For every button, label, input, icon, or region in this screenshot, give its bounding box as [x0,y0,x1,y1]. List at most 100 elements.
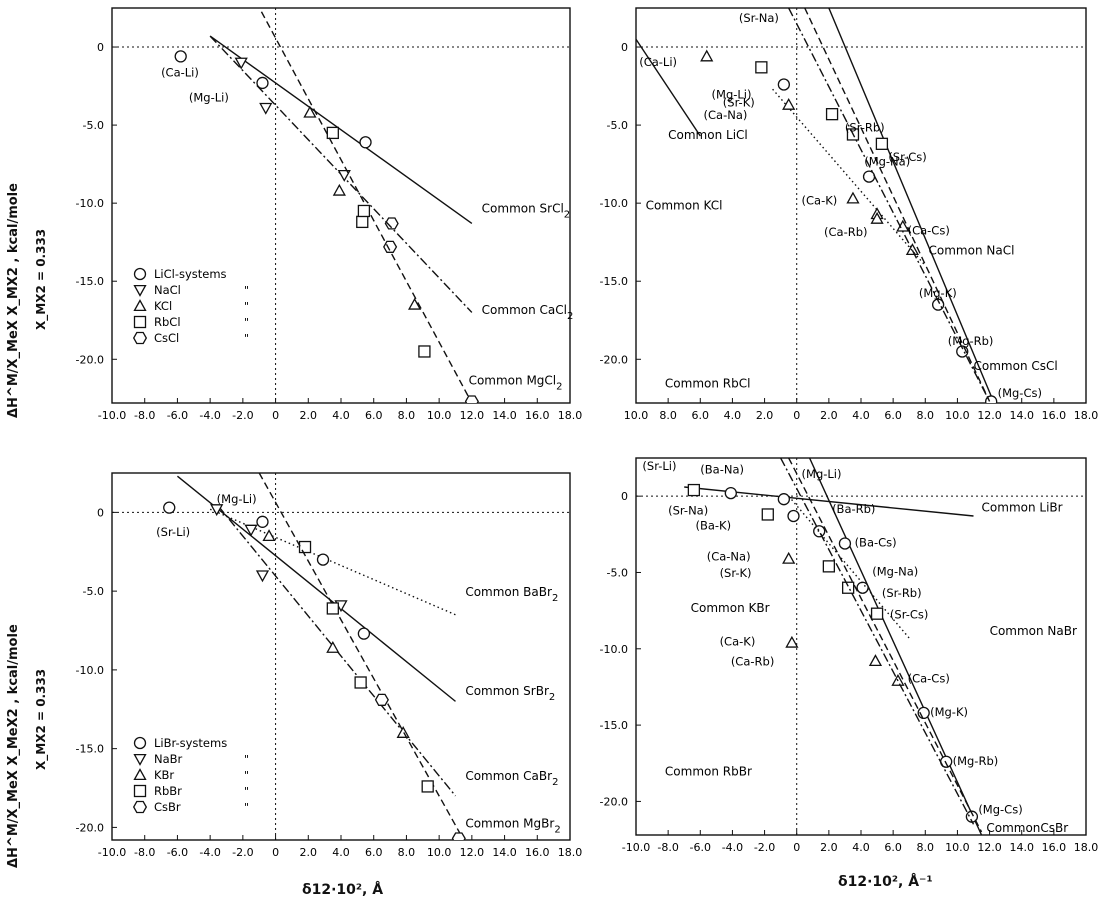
x-tick-label: 4.0 [332,846,350,859]
x-tick-label: -6.0 [167,409,188,422]
series-label: CommonCsBr [986,821,1068,835]
x-tick-label: -4.0 [199,409,220,422]
series-line [780,458,975,825]
marker-hexagon [132,800,148,814]
marker-square [421,780,434,793]
legend-label: LiCl-systems [154,267,227,281]
y-tick-label: 0 [97,506,104,519]
series-label-subscript: 2 [552,593,558,604]
marker-hexagon [451,832,466,840]
legend-label: NaCl [154,283,181,297]
marker-hexagon [384,217,399,230]
series-label: Common MgBr2 [465,816,560,835]
marker-triangle-down [244,524,258,537]
plot-area [174,8,479,403]
x-tick-label: 16.0 [525,846,550,859]
x-tick-label: 14.0 [1009,409,1034,422]
point-annotation: (Sr-Na) [668,503,708,517]
series-label: Common CsCl [974,359,1058,373]
marker-triangle-up [700,49,714,62]
series-line [636,38,701,137]
point-annotation: (Mg-Na) [864,155,910,169]
x-tick-label: 8.0 [398,409,416,422]
marker-circle [359,136,372,149]
point-annotation: (Ba-Na) [700,462,744,476]
marker-square [870,607,884,620]
point-annotation: (Ca-K) [802,194,838,208]
y-tick-label: -15.0 [600,719,628,732]
x-tick-label: 4.0 [852,409,870,422]
marker-square [356,215,369,229]
series-line [804,8,991,402]
point-annotation: (Ca-Rb) [824,225,868,239]
marker-triangle-up [846,191,860,204]
x-tick-label: 18.0 [1074,841,1099,854]
x-tick-label: -2.0 [754,841,775,854]
point-annotation: (Mg-Li) [217,492,257,506]
marker-square [822,560,836,573]
marker-hexagon [374,693,389,706]
chart-panel-bottom-right: -10.0 -8.0 -6.0 -4.0 -2.0 0 2.0 4.0 6.0 8.0 10.0 12… [600,457,1099,854]
point-annotation: (Mg-Rb) [948,334,994,348]
chart-panel-top-right: 10.0 8.0 6.0 4.0 2.0 0 2.0 4.0 6.0 8.0 10.0 12.0 14.… [600,7,1098,422]
marker-circle [316,553,330,566]
x-tick-label: 4.0 [852,841,870,854]
marker-hexagon [383,240,398,253]
y-tick-label: -10.0 [600,643,628,656]
marker-triangle-down [210,504,224,517]
plot-area [163,473,466,840]
x-tick-label: 2.0 [300,409,318,422]
point-annotation: (Ca-Na) [707,549,751,563]
marker-square [755,61,768,74]
marker-circle [133,267,147,281]
series-label: Common RbCl [665,376,751,390]
marker-circle [724,486,737,500]
series-line [176,475,456,702]
x-axis-label-bottom-right: δ12·10², Å⁻¹ [838,874,933,890]
legend-label: CsBr [154,800,181,814]
series-label: Common KCl [646,198,723,212]
x-tick-label: 8.0 [917,841,935,854]
x-tick-label: -6.0 [690,841,711,854]
legend-label: RbCl [154,315,181,329]
x-tick-label: 4.0 [724,409,742,422]
point-annotation: (Ba-Rb) [832,502,875,516]
point-annotation: (Sr-Li) [642,459,676,473]
x-tick-label: 14.0 [492,409,517,422]
x-tick-label: 4.0 [332,409,350,422]
legend-ditto: " [244,801,249,814]
x-tick-label: 6.0 [884,409,902,422]
x-axis-label-bottom-left: δ12·10², Å [302,882,384,898]
x-tick-label: 0 [793,841,800,854]
marker-triangle-down [234,57,248,70]
point-annotation: (Mg-Li) [189,91,229,105]
point-annotation: (Mg-Rb) [953,754,999,768]
x-tick-label: 0 [793,409,800,422]
marker-circle [256,515,269,528]
y-tick-label: -5.0 [607,566,628,579]
marker-triangle-up [782,97,796,110]
point-annotation: (Mg-Li) [802,467,842,481]
marker-square [133,784,147,798]
point-annotation: (Ca-Cs) [908,223,950,237]
point-annotation: (Mg-K) [919,286,957,300]
point-annotation: (Ba-K) [695,519,731,533]
x-tick-label: 6.0 [692,409,710,422]
legend-ditto: " [244,332,249,345]
y-tick-label: -20.0 [600,353,628,366]
point-annotation: (Ca-K) [720,635,756,649]
chart-panel-bottom-left: -10.0 -8.0 -6.0 -4.0 -2.0 0 2.0 4.0 6.0 8.0 10.0 12… [76,472,582,859]
legend-ditto: " [244,300,249,313]
marker-circle [813,525,826,538]
x-tick-label: 10.0 [945,409,970,422]
marker-square [354,676,367,689]
marker-square [133,315,147,329]
series-label: Common LiBr [982,500,1063,514]
marker-square [418,345,431,358]
marker-triangle-up [408,297,422,310]
legend-ditto: " [244,785,249,798]
x-tick-label: -8.0 [134,846,155,859]
series-label-subscript: 2 [554,824,560,835]
series-label-subscript: 2 [549,692,555,703]
x-tick-label: 12.0 [460,409,485,422]
